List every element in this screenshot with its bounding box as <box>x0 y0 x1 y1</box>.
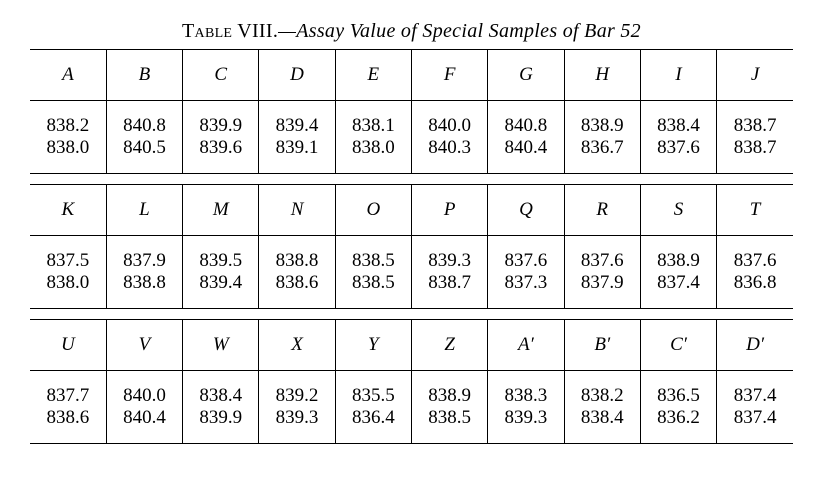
column-header: C <box>183 50 259 101</box>
data-cell: 835.5 <box>335 371 411 408</box>
column-header: C′ <box>640 320 716 371</box>
data-cell: 838.2 <box>30 101 106 138</box>
data-cell: 838.5 <box>411 407 487 444</box>
table-body: ABCDEFGHIJ838.2840.8839.9839.4838.1840.0… <box>30 50 793 444</box>
column-header: Q <box>488 185 564 236</box>
column-header: Y <box>335 320 411 371</box>
column-header: I <box>640 50 716 101</box>
column-header: R <box>564 185 640 236</box>
data-cell: 840.5 <box>106 137 182 174</box>
column-header: X <box>259 320 335 371</box>
data-cell: 838.0 <box>30 137 106 174</box>
data-cell: 838.8 <box>106 272 182 309</box>
data-cell: 837.3 <box>488 272 564 309</box>
data-cell: 837.4 <box>640 272 716 309</box>
data-cell: 840.4 <box>106 407 182 444</box>
column-header: N <box>259 185 335 236</box>
data-cell: 839.9 <box>183 101 259 138</box>
data-cell: 838.6 <box>30 407 106 444</box>
data-cell: 839.4 <box>183 272 259 309</box>
data-cell: 838.7 <box>411 272 487 309</box>
data-cell: 837.6 <box>717 236 793 273</box>
data-cell: 839.6 <box>183 137 259 174</box>
assay-table: ABCDEFGHIJ838.2840.8839.9839.4838.1840.0… <box>30 49 793 444</box>
column-header: D′ <box>717 320 793 371</box>
column-header: A <box>30 50 106 101</box>
data-cell: 837.9 <box>106 236 182 273</box>
data-cell: 838.9 <box>564 101 640 138</box>
title-rest: —Assay Value of Special Samples of Bar 5… <box>278 20 641 42</box>
column-header: D <box>259 50 335 101</box>
data-cell: 838.4 <box>183 371 259 408</box>
data-cell: 838.4 <box>564 407 640 444</box>
column-header: H <box>564 50 640 101</box>
data-cell: 839.3 <box>259 407 335 444</box>
data-cell: 840.4 <box>488 137 564 174</box>
column-header: G <box>488 50 564 101</box>
section-spacer <box>30 309 793 320</box>
column-header: T <box>717 185 793 236</box>
data-cell: 836.4 <box>335 407 411 444</box>
data-cell: 838.0 <box>335 137 411 174</box>
data-cell: 838.6 <box>259 272 335 309</box>
data-cell: 840.8 <box>488 101 564 138</box>
data-cell: 839.3 <box>488 407 564 444</box>
data-cell: 839.3 <box>411 236 487 273</box>
column-header: B′ <box>564 320 640 371</box>
data-cell: 837.4 <box>717 371 793 408</box>
column-header: K <box>30 185 106 236</box>
data-cell: 836.2 <box>640 407 716 444</box>
data-cell: 840.3 <box>411 137 487 174</box>
column-header: S <box>640 185 716 236</box>
column-header: B <box>106 50 182 101</box>
column-header: M <box>183 185 259 236</box>
data-cell: 839.5 <box>183 236 259 273</box>
column-header: O <box>335 185 411 236</box>
column-header: U <box>30 320 106 371</box>
data-cell: 838.5 <box>335 272 411 309</box>
data-cell: 840.0 <box>411 101 487 138</box>
data-cell: 838.3 <box>488 371 564 408</box>
column-header: F <box>411 50 487 101</box>
data-cell: 838.7 <box>717 101 793 138</box>
data-cell: 836.5 <box>640 371 716 408</box>
title-prefix: Table VIII. <box>182 20 278 42</box>
data-cell: 838.9 <box>640 236 716 273</box>
data-cell: 837.7 <box>30 371 106 408</box>
column-header: V <box>106 320 182 371</box>
data-cell: 837.4 <box>717 407 793 444</box>
data-cell: 836.7 <box>564 137 640 174</box>
data-cell: 838.7 <box>717 137 793 174</box>
data-cell: 838.0 <box>30 272 106 309</box>
column-header: Z <box>411 320 487 371</box>
data-cell: 840.0 <box>106 371 182 408</box>
data-cell: 839.1 <box>259 137 335 174</box>
column-header: J <box>717 50 793 101</box>
column-header: W <box>183 320 259 371</box>
data-cell: 838.9 <box>411 371 487 408</box>
data-cell: 837.5 <box>30 236 106 273</box>
column-header: L <box>106 185 182 236</box>
table-title: Table VIII.—Assay Value of Special Sampl… <box>30 20 793 43</box>
data-cell: 837.6 <box>640 137 716 174</box>
data-cell: 837.9 <box>564 272 640 309</box>
section-spacer <box>30 174 793 185</box>
data-cell: 836.8 <box>717 272 793 309</box>
data-cell: 839.4 <box>259 101 335 138</box>
data-cell: 837.6 <box>564 236 640 273</box>
column-header: P <box>411 185 487 236</box>
data-cell: 840.8 <box>106 101 182 138</box>
data-cell: 839.2 <box>259 371 335 408</box>
data-cell: 838.8 <box>259 236 335 273</box>
data-cell: 838.5 <box>335 236 411 273</box>
column-header: E <box>335 50 411 101</box>
data-cell: 838.4 <box>640 101 716 138</box>
data-cell: 838.2 <box>564 371 640 408</box>
data-cell: 839.9 <box>183 407 259 444</box>
data-cell: 837.6 <box>488 236 564 273</box>
data-cell: 838.1 <box>335 101 411 138</box>
column-header: A′ <box>488 320 564 371</box>
